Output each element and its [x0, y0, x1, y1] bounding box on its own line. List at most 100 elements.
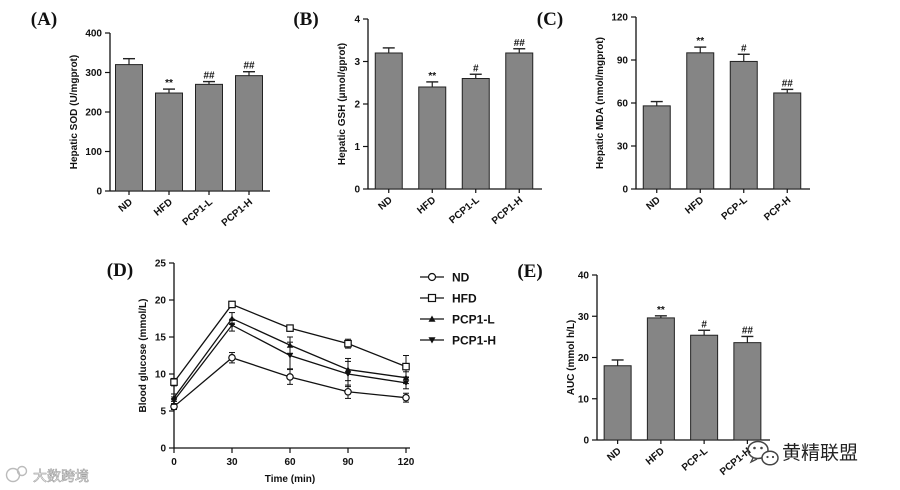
y-tick-label: 2: [354, 100, 360, 111]
y-tick-label: 30: [578, 312, 590, 323]
bar: [690, 334, 719, 441]
y-tick-label: 0: [354, 185, 360, 196]
series-nd: [170, 352, 410, 411]
significance-marker: ##: [742, 325, 754, 336]
panel-letter: (D): [107, 260, 133, 281]
y-tick-label: 60: [617, 99, 629, 110]
x-tick-label: PCP1-H: [220, 197, 255, 229]
data-point: [228, 322, 236, 329]
y-tick-label: 40: [578, 271, 590, 282]
x-tick-label: HFD: [152, 197, 175, 219]
significance-marker: **: [428, 71, 436, 82]
data-point: [170, 398, 178, 404]
data-point: [286, 373, 294, 381]
data-point: [286, 352, 294, 359]
y-tick-label: 300: [85, 68, 102, 79]
y-tick-label: 10: [155, 370, 167, 381]
x-tick-label: 30: [226, 457, 238, 468]
x-tick-label: HFD: [683, 195, 706, 217]
panel-c-mda-chart: (C) 0 30 60 90 120 Hepatic MDA (nmol/mgprot) ND…: [537, 9, 810, 223]
y-axis-title: Hepatic GSH (μmol/gprot): [337, 43, 348, 165]
y-tick-label: 4: [354, 15, 360, 26]
bar: [418, 86, 447, 190]
data-point: [402, 362, 410, 371]
y-tick-label: 20: [578, 353, 590, 364]
y-tick-label: 0: [160, 444, 166, 455]
y-tick-label: 30: [617, 142, 629, 153]
significance-marker: **: [165, 78, 173, 89]
y-axis-title: Hepatic MDA (nmol/mgprot): [595, 37, 606, 169]
bar: [642, 105, 671, 190]
y-tick-label: 200: [85, 108, 102, 119]
y-tick-label: 20: [155, 296, 167, 307]
x-tick-label: PCP-H: [762, 195, 793, 223]
bar: [235, 75, 263, 192]
bar: [686, 52, 715, 190]
x-tick-label: HFD: [644, 446, 667, 468]
x-tick-label: ND: [605, 446, 623, 464]
y-axis-title: AUC (mmol h/L): [566, 320, 577, 396]
y-tick-label: 25: [155, 259, 167, 270]
panel-a-sod-chart: (A) 0 100 200 300 400 Hepatic SOD (U/mgprot) ND…: [31, 9, 270, 229]
series-pcp1-h: [170, 318, 410, 405]
panel-d-glucose-chart: (D) 0 5 10 15 20 25 0 30 60 90 120 Time (min) Blood g…: [107, 259, 496, 486]
watermark-logo-icon: [5, 465, 28, 483]
x-tick-label: PCP1-L: [181, 197, 215, 228]
y-tick-label: 100: [85, 147, 102, 158]
bar: [729, 60, 758, 190]
x-axis-title: Time (min): [265, 474, 315, 485]
x-tick-label: ND: [645, 195, 663, 213]
panel-letter: (C): [537, 9, 563, 30]
legend: ND HFD PCP1-L PCP1-H: [420, 271, 496, 348]
bar: [733, 342, 762, 441]
data-point: [344, 371, 352, 378]
bar: [773, 92, 802, 190]
watermark-right: 黄精联盟: [747, 440, 858, 466]
data-point: [402, 380, 410, 387]
y-tick-label: 15: [155, 333, 167, 344]
y-axis-title: Blood glucose (mmol/L): [138, 299, 149, 413]
significance-marker: #: [701, 319, 707, 330]
legend-label: PCP1-H: [452, 334, 496, 348]
panel-b-gsh-chart: (B) 0 1 2 3 4 Hepatic GSH (μmol/gprot) ND ** HFD #…: [293, 9, 542, 227]
panel-e-auc-chart: (E) 0 10 20 30 40 AUC (mmol h/L) ND ** HFD # PCP-L #…: [517, 261, 770, 478]
significance-marker: **: [696, 36, 704, 47]
bar: [505, 52, 534, 190]
y-tick-label: 10: [578, 394, 590, 405]
bar: [646, 317, 675, 441]
x-tick-label: PCP-L: [720, 195, 750, 223]
y-tick-label: 5: [160, 407, 166, 418]
y-tick-label: 3: [354, 57, 360, 68]
x-tick-label: ND: [377, 195, 395, 213]
x-tick-label: 60: [284, 457, 296, 468]
panel-letter: (B): [293, 9, 318, 30]
y-tick-label: 1: [354, 142, 360, 153]
data-point: [344, 387, 352, 396]
significance-marker: ##: [514, 38, 526, 49]
significance-marker: #: [473, 63, 479, 74]
y-axis-title: Hepatic SOD (U/mgprot): [69, 55, 80, 169]
legend-label: PCP1-L: [452, 313, 495, 327]
data-point: [170, 378, 178, 386]
significance-marker: **: [657, 305, 665, 316]
x-tick-label: 120: [398, 457, 415, 468]
data-point: [344, 339, 352, 348]
legend-marker: [427, 293, 437, 303]
y-tick-label: 0: [96, 187, 102, 198]
legend-marker: [428, 315, 436, 322]
wechat-icon: [747, 440, 779, 466]
bar: [195, 83, 223, 192]
watermark-right-text: 黄精联盟: [782, 442, 858, 464]
bar: [603, 365, 632, 441]
legend-marker: [428, 337, 436, 344]
x-tick-label: HFD: [415, 195, 438, 217]
watermark-left: 大数跨境: [5, 465, 89, 484]
y-tick-label: 400: [85, 29, 102, 40]
x-tick-label: PCP1-H: [490, 195, 525, 227]
x-tick-label: ND: [117, 197, 135, 215]
significance-marker: ##: [203, 71, 215, 82]
panel-letter: (E): [517, 261, 542, 282]
y-tick-label: 0: [583, 436, 589, 447]
bar: [115, 64, 143, 192]
